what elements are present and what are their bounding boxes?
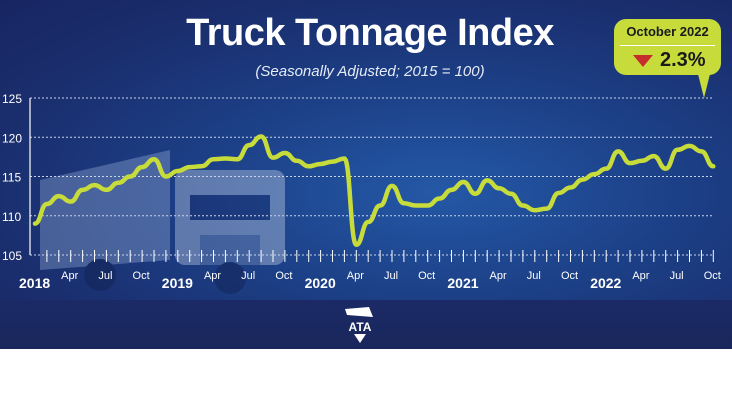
x-tick-label: 2021 — [447, 275, 478, 291]
x-tick-label: 2020 — [305, 275, 336, 291]
x-tick-label: Jul — [241, 270, 255, 282]
y-tick-label: 120 — [2, 131, 22, 145]
x-tick-label: 2018 — [19, 275, 50, 291]
x-tick-label: Oct — [133, 270, 150, 282]
x-tick-label: Apr — [204, 270, 221, 282]
x-tick-label: Oct — [561, 270, 578, 282]
x-tick-label: Jul — [527, 270, 541, 282]
x-tick-label: Apr — [61, 270, 78, 282]
chart-background — [0, 0, 732, 349]
tonnage-line — [32, 134, 716, 248]
x-tick-label: Apr — [490, 270, 507, 282]
change-callout: October 2022 2.3% — [614, 19, 721, 98]
svg-text:ATA: ATA — [349, 320, 372, 334]
x-tick-label: Jul — [670, 270, 684, 282]
chart-subtitle: (Seasonally Adjusted; 2015 = 100) — [255, 63, 485, 80]
x-tick-label: Oct — [418, 270, 435, 282]
chart-title: Truck Tonnage Index — [186, 12, 554, 54]
x-tick-label: Jul — [384, 270, 398, 282]
y-tick-label: 105 — [2, 249, 22, 263]
x-tick-label: 2022 — [590, 275, 621, 291]
down-arrow-icon — [633, 55, 653, 67]
x-tick-label: Apr — [632, 270, 649, 282]
y-tick-label: 115 — [2, 171, 21, 185]
x-tick-label: Jul — [98, 270, 112, 282]
truck-image — [40, 150, 285, 294]
callout-change: 2.3% — [660, 49, 706, 71]
x-tick-label: Oct — [704, 270, 721, 282]
callout-divider — [620, 45, 715, 46]
ata-logo-icon: ATA — [345, 307, 373, 343]
x-tick-label: Apr — [347, 270, 364, 282]
line-chart: 105 110 115 120 125 2018 Apr Jul Oct 2019 Apr Jul Oc… — [2, 92, 721, 291]
y-tick-label: 110 — [2, 210, 21, 224]
x-tick-label: Oct — [275, 270, 292, 282]
x-tick-label: 2019 — [162, 275, 193, 291]
callout-month: October 2022 — [626, 24, 709, 39]
y-tick-label: 125 — [2, 92, 22, 106]
